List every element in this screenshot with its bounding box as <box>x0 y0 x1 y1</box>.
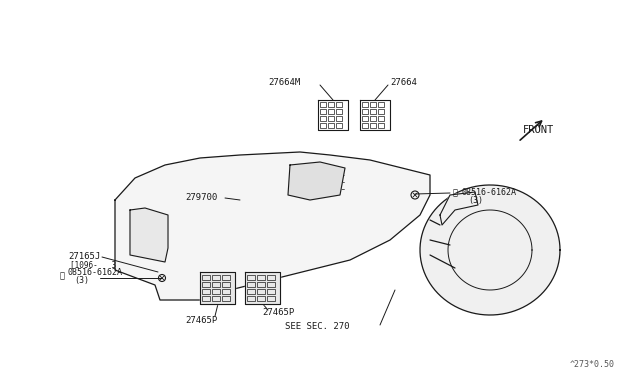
Polygon shape <box>200 272 235 304</box>
Bar <box>336 102 342 107</box>
Bar <box>267 275 275 280</box>
Bar <box>212 275 220 280</box>
Polygon shape <box>420 185 560 315</box>
Bar <box>247 275 255 280</box>
Bar <box>247 296 255 301</box>
Bar <box>328 109 334 114</box>
Bar <box>378 116 384 121</box>
Bar <box>362 109 368 114</box>
Polygon shape <box>288 162 345 200</box>
Text: SEE SEC. 270: SEE SEC. 270 <box>285 322 349 331</box>
Bar <box>202 296 210 301</box>
Bar <box>257 296 265 301</box>
Bar <box>257 289 265 294</box>
Bar <box>247 282 255 287</box>
Bar <box>222 289 230 294</box>
Bar <box>378 109 384 114</box>
Bar <box>328 102 334 107</box>
Bar <box>336 123 342 128</box>
Bar <box>378 123 384 128</box>
Bar <box>257 275 265 280</box>
Bar <box>336 116 342 121</box>
Bar <box>202 289 210 294</box>
Text: Ⓢ: Ⓢ <box>60 271 65 280</box>
Text: 08516-6162A: 08516-6162A <box>68 268 123 277</box>
Polygon shape <box>245 272 280 304</box>
Text: 27165J: 27165J <box>68 252 100 261</box>
Bar <box>370 109 376 114</box>
Bar <box>212 282 220 287</box>
Bar <box>370 123 376 128</box>
Text: (3): (3) <box>74 276 89 285</box>
Text: 279700: 279700 <box>185 193 217 202</box>
Text: (3): (3) <box>468 196 483 205</box>
Bar <box>328 123 334 128</box>
Bar <box>320 123 326 128</box>
Bar <box>362 123 368 128</box>
Bar <box>222 275 230 280</box>
Bar <box>222 296 230 301</box>
Bar <box>328 116 334 121</box>
Bar <box>202 275 210 280</box>
Text: [1096-   3: [1096- 3 <box>70 260 116 269</box>
Text: FRONT: FRONT <box>523 125 554 135</box>
Bar <box>247 289 255 294</box>
Bar <box>212 296 220 301</box>
Text: 27465P: 27465P <box>185 316 217 325</box>
Bar <box>267 289 275 294</box>
Bar <box>320 109 326 114</box>
Polygon shape <box>130 208 168 262</box>
Text: 08516-6162A: 08516-6162A <box>461 188 516 197</box>
Text: ^273*0.50: ^273*0.50 <box>570 360 615 369</box>
Bar <box>320 102 326 107</box>
Bar <box>212 289 220 294</box>
Bar <box>267 282 275 287</box>
Bar <box>267 296 275 301</box>
Bar <box>202 282 210 287</box>
Text: 27664: 27664 <box>390 78 417 87</box>
Bar <box>362 116 368 121</box>
Bar <box>257 282 265 287</box>
Bar <box>378 102 384 107</box>
Text: Ⓢ: Ⓢ <box>453 189 458 198</box>
Bar <box>370 102 376 107</box>
Bar <box>222 282 230 287</box>
Bar <box>362 102 368 107</box>
Text: 27664M: 27664M <box>268 78 300 87</box>
Bar <box>336 109 342 114</box>
Polygon shape <box>440 192 478 225</box>
Polygon shape <box>115 152 430 300</box>
Bar <box>320 116 326 121</box>
Text: 27465P: 27465P <box>262 308 294 317</box>
Bar <box>370 116 376 121</box>
